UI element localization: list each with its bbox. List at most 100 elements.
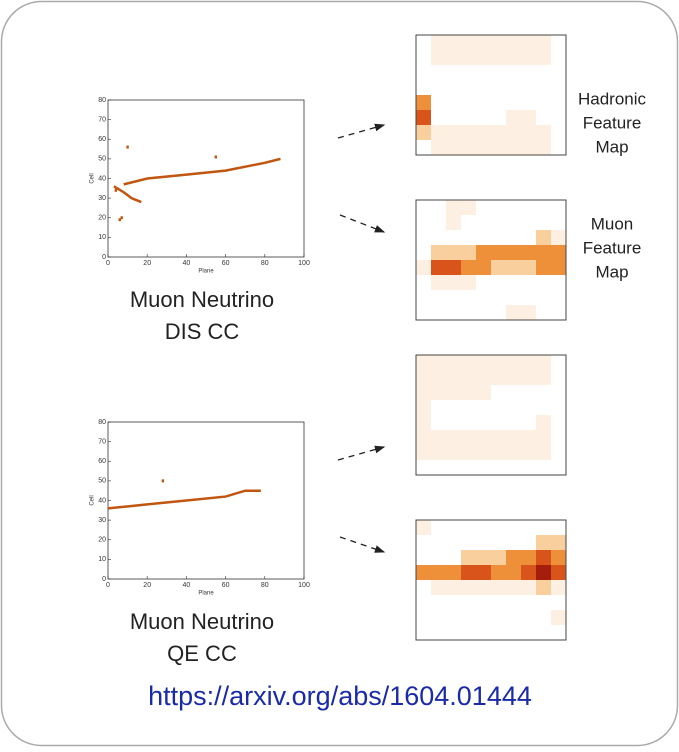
map-cell [491,200,506,215]
map-cell [461,125,476,140]
map-cell [521,535,536,550]
x-tick-label: 20 [143,260,151,267]
map-cell [431,140,446,155]
map-cell [491,580,506,595]
map-cell [491,565,506,580]
y-tick-label: 20 [98,215,106,222]
map-cell [551,200,566,215]
map-cell [536,520,551,535]
map-cell [536,610,551,625]
map-cell [521,290,536,305]
y-tick-label: 70 [98,116,106,123]
map-cell [536,80,551,95]
map-cell [416,520,431,535]
map-cell [446,215,461,230]
map-cell [446,400,461,415]
map-cell [521,565,536,580]
map-cell [431,535,446,550]
map-cell [446,125,461,140]
map-cell [506,35,521,50]
map-cell [491,305,506,320]
map-cell [431,230,446,245]
map-cell [416,245,431,260]
map-cell [446,445,461,460]
map-cell [551,625,566,640]
map-cell [536,275,551,290]
map-cell [431,80,446,95]
track [113,185,142,204]
track [107,489,261,510]
y-axis-label: Cell [90,495,96,505]
map-cell [536,65,551,80]
map-cell [446,140,461,155]
map-cell [476,65,491,80]
map-cell [431,355,446,370]
map-cell [536,245,551,260]
map-cell [551,80,566,95]
map-cell [446,305,461,320]
map-cell [551,140,566,155]
map-cell [521,355,536,370]
map-cell [476,275,491,290]
y-tick-label: 70 [98,438,106,445]
map-cell [446,610,461,625]
map-cell [506,385,521,400]
map-cell [461,35,476,50]
map-cell [416,230,431,245]
map-cell [521,400,536,415]
map-cell [416,430,431,445]
map-cell [416,370,431,385]
map-label: Feature [583,238,642,257]
map-cell [551,460,566,475]
map-cell [461,400,476,415]
map-cell [491,110,506,125]
map-cell [416,275,431,290]
map-cell [491,370,506,385]
map-cell [476,580,491,595]
map-label: Map [595,262,628,281]
map-cell [506,460,521,475]
map-cell [461,520,476,535]
map-cell [491,535,506,550]
map-cell [446,290,461,305]
map-cell [476,595,491,610]
hit [126,145,129,149]
map-cell [551,215,566,230]
map-cell [476,125,491,140]
map-cell [506,110,521,125]
map-cell [491,50,506,65]
map-frame [415,199,567,321]
map-cell [476,200,491,215]
map-cell [551,415,566,430]
x-tick-label: 80 [261,582,269,589]
map-cell [446,260,461,275]
x-tick-label: 100 [298,582,310,589]
map-cell [461,110,476,125]
map-cell [416,550,431,565]
map-cell [521,550,536,565]
x-tick-label: 60 [222,260,230,267]
x-tick-label: 0 [106,260,110,267]
map-cell [446,520,461,535]
map-cell [476,370,491,385]
map-cell [461,370,476,385]
map-cell [536,95,551,110]
map-cell [506,610,521,625]
map-cell [551,385,566,400]
map-cell [551,275,566,290]
map-cell [551,520,566,535]
y-tick-label: 10 [98,556,106,563]
map-label: Map [595,137,628,156]
map-cell [506,370,521,385]
map-cell [521,200,536,215]
map-cell [476,460,491,475]
map-cell [521,110,536,125]
map-cell [416,305,431,320]
map-cell [521,95,536,110]
map-cell [416,415,431,430]
map-cell [431,415,446,430]
map-cell [506,80,521,95]
map-cell [521,415,536,430]
map-cell [476,445,491,460]
map-cell [416,50,431,65]
